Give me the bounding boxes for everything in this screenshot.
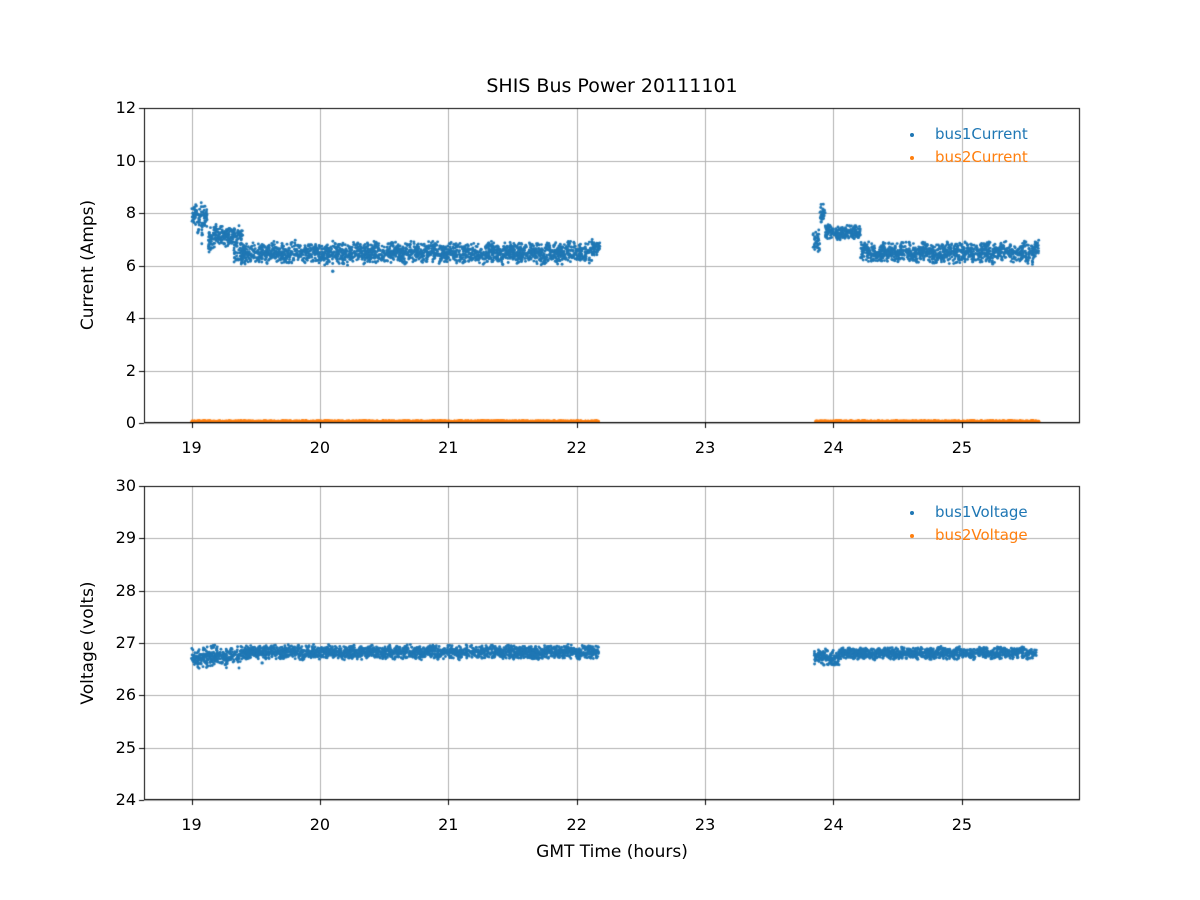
legend-entry-bus1current: bus1Current xyxy=(884,123,1028,146)
legend-marker-dot-icon xyxy=(910,510,914,515)
y-tick-label: 0 xyxy=(125,413,136,432)
y-tick-label: 30 xyxy=(115,476,136,495)
x-tick-label: 25 xyxy=(951,438,973,457)
legend-label-bus1current: bus1Current xyxy=(935,125,1028,143)
x-tick-label: 21 xyxy=(438,438,459,457)
legend-entry-bus2current: bus2Current xyxy=(884,146,1028,169)
legend-entry-bus1voltage: bus1Voltage xyxy=(884,501,1028,524)
x-axis-label: GMT Time (hours) xyxy=(536,842,688,862)
figure-title: SHIS Bus Power 20111101 xyxy=(486,75,738,97)
legend-marker-dot-icon xyxy=(910,533,914,538)
y-tick-label: 12 xyxy=(115,98,136,117)
y-tick-label: 26 xyxy=(115,685,136,705)
y-tick-label: 28 xyxy=(115,580,136,600)
y-tick-label: 4 xyxy=(125,308,136,327)
legend-label-bus1voltage: bus1Voltage xyxy=(935,503,1028,521)
x-tick-label: 19 xyxy=(181,438,202,457)
x-tick-label: 25 xyxy=(951,815,973,834)
x-tick-label: 24 xyxy=(823,815,844,834)
y-tick-label: 2 xyxy=(125,360,136,380)
x-tick-label: 22 xyxy=(566,815,587,834)
y-tick-label: 10 xyxy=(115,150,136,170)
x-tick-label: 20 xyxy=(309,438,331,457)
y-tick-label: 6 xyxy=(125,255,136,275)
y-tick-label: 8 xyxy=(125,203,136,222)
y-tick-label: 29 xyxy=(115,528,136,548)
x-tick-label: 22 xyxy=(566,438,587,457)
y-tick-label: 27 xyxy=(115,633,136,652)
legend-current: bus1Current bus2Current xyxy=(884,123,1028,169)
legend-marker-dot-icon xyxy=(910,155,914,160)
legend-label-bus2current: bus2Current xyxy=(935,148,1028,166)
legend-marker-dot-icon xyxy=(910,132,914,137)
y-tick-label: 24 xyxy=(115,790,136,809)
x-tick-label: 23 xyxy=(694,438,716,457)
legend-voltage: bus1Voltage bus2Voltage xyxy=(884,501,1028,547)
x-tick-label: 23 xyxy=(694,815,716,834)
x-tick-label: 24 xyxy=(823,438,844,457)
x-tick-label: 19 xyxy=(181,815,202,834)
y-tick-label: 25 xyxy=(115,737,136,757)
x-tick-label: 21 xyxy=(438,815,459,834)
legend-entry-bus2voltage: bus2Voltage xyxy=(884,524,1028,547)
legend-label-bus2voltage: bus2Voltage xyxy=(935,526,1028,544)
x-tick-label: 20 xyxy=(309,815,331,834)
